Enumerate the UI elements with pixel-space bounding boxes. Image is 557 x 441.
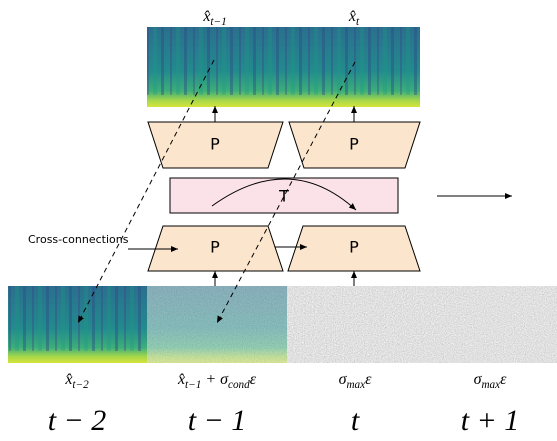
noise-panel — [287, 286, 423, 363]
bottom-spectrogram — [8, 286, 147, 363]
subscript: t — [356, 16, 360, 28]
time-label: t − 1 — [188, 404, 247, 437]
top-spectrogram — [147, 27, 420, 107]
math-text: x̂ — [348, 8, 356, 25]
time-label: t — [351, 404, 360, 437]
top-label: x̂t−1 — [202, 8, 226, 28]
diagram: P P T P P Cross-connections x̂t−1x̂tx̂t−… — [0, 0, 557, 441]
math-text: + σ — [201, 371, 229, 388]
math-text: x̂ — [177, 371, 185, 388]
subscript: t−1 — [185, 379, 201, 391]
subscript: t−1 — [210, 16, 226, 28]
lower-block-label: P — [349, 238, 359, 257]
noise-panel — [423, 286, 557, 363]
upper-block-label: P — [210, 135, 220, 154]
subscript: cond — [228, 379, 250, 391]
upper-block-label: P — [349, 135, 359, 154]
subscript: max — [346, 379, 365, 391]
time-label: t − 2 — [48, 404, 107, 437]
math-text: x̂ — [64, 371, 72, 388]
bottom-label: σmaxε — [474, 371, 508, 391]
top-label: x̂t — [348, 8, 360, 28]
bottom-label: x̂t−2 — [64, 371, 89, 391]
math-text: x̂ — [202, 8, 210, 25]
math-text: ε — [500, 371, 507, 388]
noisy-spectrogram — [147, 286, 287, 363]
lower-block-label: P — [210, 238, 220, 257]
subscript: max — [481, 379, 500, 391]
bottom-label: x̂t−1 + σcondε — [177, 371, 257, 391]
math-text: ε — [250, 371, 257, 388]
time-label: t + 1 — [461, 404, 520, 437]
cross-connections-label: Cross-connections — [28, 233, 129, 246]
bottom-label: σmaxε — [339, 371, 373, 391]
math-text: ε — [365, 371, 372, 388]
subscript: t−2 — [72, 379, 89, 391]
